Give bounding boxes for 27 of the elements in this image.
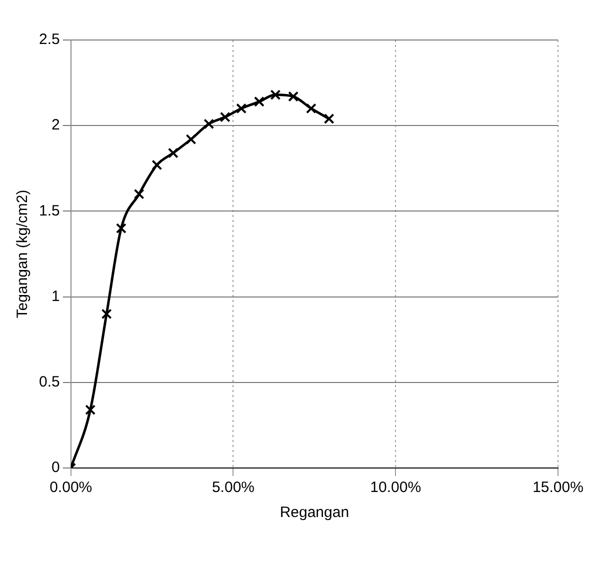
- y-tick-label: 1: [52, 288, 60, 305]
- x-tick-label: 0.00%: [50, 479, 92, 496]
- point: [85, 404, 96, 416]
- x-tick-label: 5.00%: [212, 479, 255, 496]
- y-tick-label: 0.5: [38, 374, 60, 391]
- y-tick-label: 1.5: [38, 202, 60, 220]
- point: [116, 223, 126, 234]
- point: [134, 188, 144, 200]
- x-axis-title: Regangan: [280, 504, 350, 522]
- point: [306, 103, 316, 114]
- x-tick-label: 10.00%: [370, 479, 422, 496]
- point: [220, 112, 230, 122]
- point: [101, 308, 112, 320]
- point: [254, 96, 264, 107]
- point: [152, 160, 162, 170]
- point: [270, 90, 281, 100]
- point: [236, 103, 247, 114]
- point: [168, 148, 178, 158]
- x-tick-label: 15.00%: [532, 479, 584, 496]
- point: [186, 134, 196, 145]
- y-axis-title: Tegangan (kg/cm2): [14, 190, 32, 318]
- point: [288, 91, 299, 102]
- y-tick-label: 0: [52, 459, 60, 476]
- point: [324, 114, 334, 124]
- y-tick-label: 2: [52, 116, 60, 134]
- point: [204, 118, 214, 130]
- y-tick-label: 2.5: [38, 31, 60, 48]
